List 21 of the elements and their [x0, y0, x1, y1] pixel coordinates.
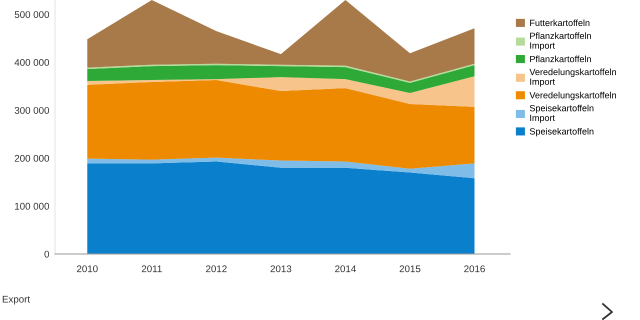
- legend-label: Pflanzkartoffeln: [530, 56, 591, 62]
- y-tick-label: 200 000: [14, 154, 50, 162]
- x-tick-label: 2012: [206, 265, 227, 272]
- x-tick-label: 2011: [142, 265, 162, 272]
- legend-label: Veredelungskartoffeln Import: [529, 68, 616, 87]
- x-tick-label: 2010: [76, 265, 98, 272]
- y-tick-label: 400 000: [14, 59, 50, 66]
- legend-label: Futterkartoffeln: [530, 19, 590, 26]
- legend-label: Speisekartoffeln: [530, 128, 594, 136]
- x-tick-label: 2014: [335, 265, 356, 272]
- y-tick-label: 0: [44, 250, 50, 258]
- text: Export: [2, 296, 30, 305]
- y-tick-label: 100 000: [15, 202, 50, 210]
- y-tick-label: 500 000: [14, 11, 50, 18]
- legend-label: Speisekartoffeln Import: [530, 104, 594, 123]
- x-tick-label: 2016: [464, 265, 485, 272]
- x-tick-label: 2013: [270, 265, 292, 272]
- y-tick-label: 300 000: [14, 106, 50, 114]
- legend-label: Pflanzkartoffeln Import: [530, 32, 591, 51]
- legend-label: Veredelungskartoffeln: [529, 92, 616, 100]
- x-tick-label: 2015: [400, 265, 420, 272]
